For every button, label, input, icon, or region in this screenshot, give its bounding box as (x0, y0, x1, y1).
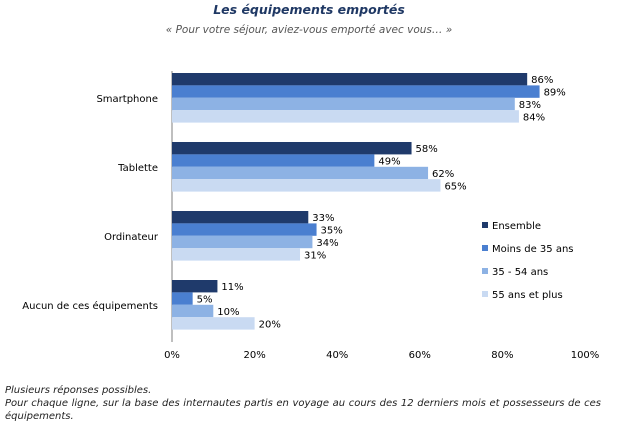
chart-title: Les équipements emportés (213, 2, 405, 17)
bar-0-0 (172, 73, 528, 86)
x-tick-label-5: 100% (571, 350, 600, 361)
bar-0-1 (172, 85, 540, 98)
x-tick-label-2: 40% (326, 350, 348, 361)
bar-2-2 (172, 235, 313, 249)
bar-0-3 (172, 110, 519, 123)
value-label-3-0: 11% (221, 282, 243, 293)
legend-label-1: Moins de 35 ans (492, 244, 574, 255)
bar-1-0 (172, 142, 412, 155)
bar-0-2 (172, 97, 515, 111)
bar-1-3 (172, 179, 441, 192)
value-label-2-1: 35% (321, 226, 343, 237)
bar-chart: 86% 89%83%84% Smartphone 58% 49% 62%65% Tablet… (22, 71, 600, 361)
legend-label-3: 55 ans et plus (492, 290, 563, 301)
value-label-3-3: 20% (259, 319, 281, 330)
value-label-1-0: 58% (416, 144, 438, 155)
x-tick-label-3: 60% (409, 350, 431, 361)
bar-3-0 (172, 280, 218, 293)
value-label-1-1: 49% (378, 157, 400, 168)
bar-3-1 (172, 292, 193, 305)
category-label-3: Aucun de ces équipements (22, 300, 158, 312)
legend-swatch-2 (482, 268, 488, 274)
value-label-1-2: 62% (432, 169, 454, 180)
value-label-2-3: 31% (304, 250, 326, 261)
legend-label-2: 35 - 54 ans (492, 267, 548, 278)
value-label-1-3: 65% (444, 181, 466, 192)
value-label-2-0: 33% (312, 213, 334, 224)
x-tick-label-1: 20% (243, 350, 265, 361)
bar-2-0 (172, 211, 309, 224)
bar-2-1 (172, 223, 317, 236)
legend-swatch-0 (482, 222, 488, 228)
chart-subtitle: « Pour votre séjour, aviez-vous emporté … (165, 24, 453, 36)
x-tick-label-4: 80% (491, 350, 513, 361)
value-label-2-2: 34% (316, 238, 338, 249)
value-label-0-3: 84% (523, 112, 545, 123)
value-label-0-0: 86% (531, 75, 553, 86)
category-label-1: Tablette (117, 163, 158, 174)
legend-swatch-3 (482, 291, 488, 297)
bar-1-2 (172, 166, 429, 180)
legend-label-0: Ensemble (492, 221, 541, 232)
value-label-3-2: 10% (217, 307, 239, 318)
footnote-base: Pour chaque ligne, sur la base des inter… (5, 398, 601, 422)
value-label-3-1: 5% (197, 295, 213, 306)
category-label-2: Ordinateur (104, 232, 159, 243)
legend-swatch-1 (482, 245, 488, 251)
value-label-0-1: 89% (544, 88, 566, 99)
category-label-0: Smartphone (96, 94, 158, 105)
bar-1-1 (172, 154, 375, 167)
bar-3-3 (172, 317, 255, 330)
value-label-0-2: 83% (519, 100, 541, 111)
bar-3-2 (172, 304, 214, 318)
footnote-responses: Plusieurs réponses possibles. (5, 385, 152, 396)
bar-2-3 (172, 248, 301, 261)
x-tick-label-0: 0% (164, 350, 180, 361)
